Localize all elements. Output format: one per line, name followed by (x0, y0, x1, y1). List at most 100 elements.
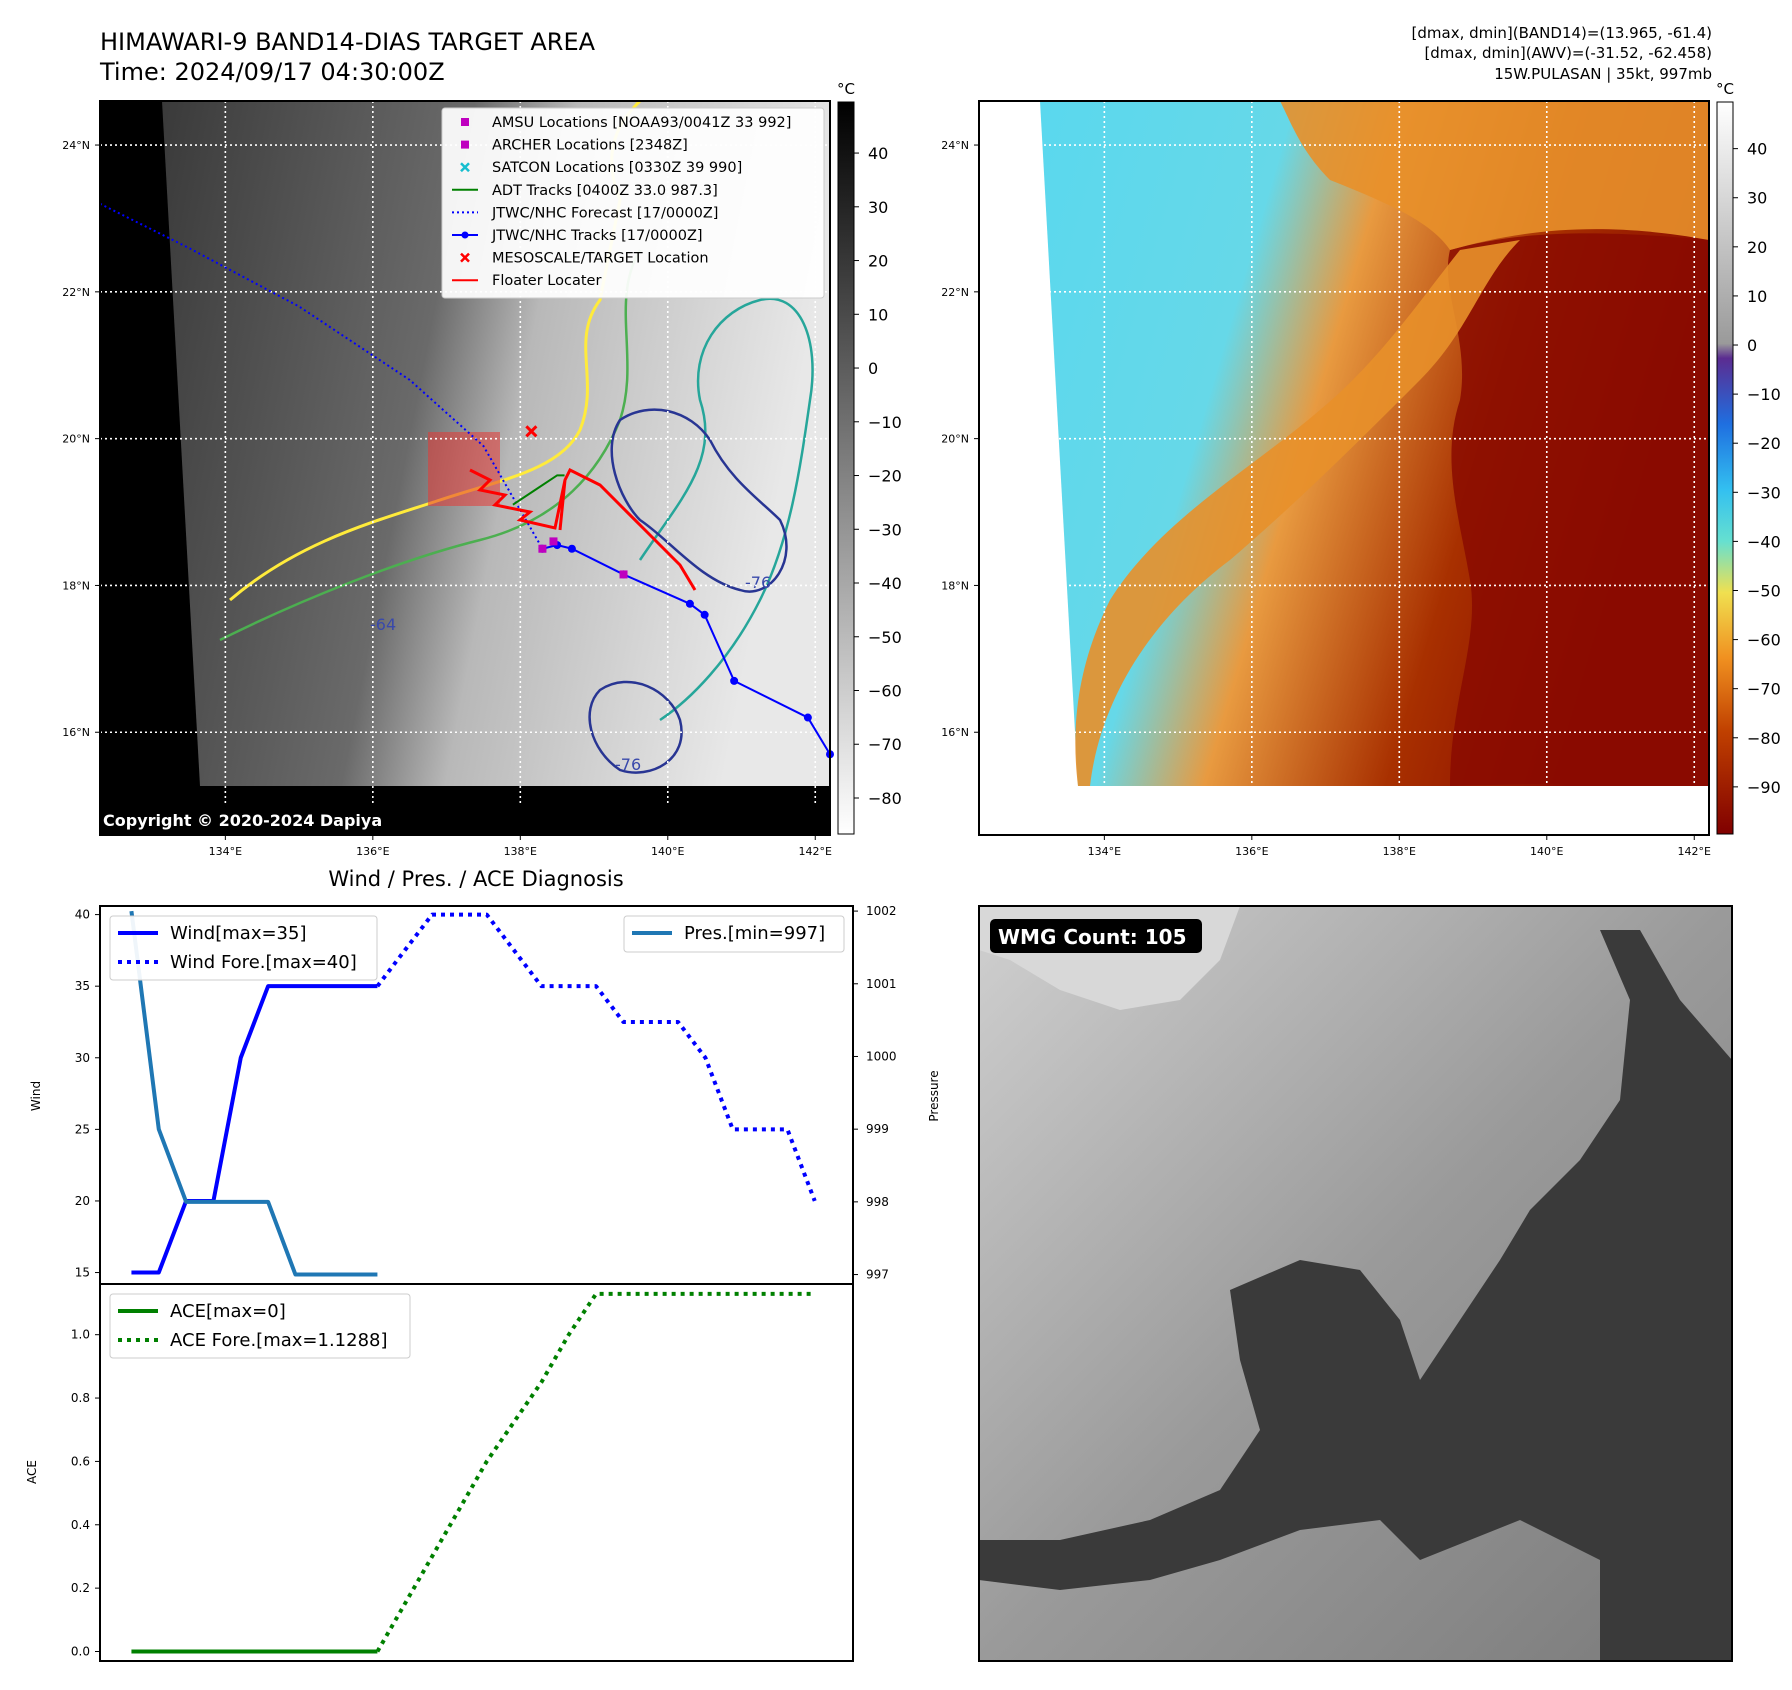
y-tick-label: 24°N (941, 139, 969, 152)
legend-marker (460, 162, 470, 173)
pressure-series-line (129, 910, 378, 1277)
legend-label: JTWC/NHC Forecast [17/0000Z] (491, 205, 718, 221)
y-tick-label: 16°N (62, 726, 90, 739)
y-tick-label: 20°N (62, 433, 90, 446)
colorbar-tick-label: −60 (1747, 631, 1781, 650)
colorbar-tick-label: 30 (868, 198, 888, 217)
colorbar-tick-label: −70 (1747, 680, 1781, 699)
colorbar-tick-label: −50 (868, 628, 902, 647)
map-gridlines-enhanced (979, 101, 1709, 835)
wind-legend: Wind[max=35] Wind Fore.[max=40] (109, 915, 378, 981)
colorbar-tick-label: −40 (868, 574, 902, 593)
legend-label: Floater Locater (492, 273, 601, 289)
wmg-panel: WMG Count: 105 (978, 905, 1733, 1662)
colorbar-tick-label: −80 (868, 789, 902, 808)
wind-pressure-plot: 15 20 25 30 35 40 997 998 999 1000 1001 1002 (75, 904, 897, 1281)
legend-label: ADT Tracks [0400Z 33.0 987.3] (492, 183, 718, 199)
copyright-text: Copyright © 2020-2024 Dapiya (103, 811, 382, 830)
y-tick-label: 22°N (941, 286, 969, 299)
stats-awv: [dmax, dmin](AWV)=(-31.52, -62.458) (1424, 44, 1712, 62)
pressure-tick-label: 1000 (866, 1049, 897, 1063)
colorbar-tick-label: −90 (1747, 778, 1781, 797)
colorbar-tick-label: −30 (868, 520, 902, 539)
pressure-tick-label: 999 (866, 1122, 889, 1136)
x-tick-label: 136°E (1235, 845, 1268, 858)
colorbar-enhanced: °C 40 30 20 10 0 −10 −20 −30 −40 −50 −60 −70 −80 −90 (1716, 80, 1781, 835)
cold-region-enhanced (1447, 233, 1709, 786)
colorbar-tick-label: 20 (868, 252, 888, 271)
colorbar-tick-label: 0 (868, 359, 878, 378)
contour-label: -76 (745, 573, 771, 592)
ace-tick-label: 1.0 (71, 1328, 90, 1342)
colorbar-tick-label: −20 (868, 467, 902, 486)
y-tick-label: 18°N (941, 579, 969, 592)
colorbar-unit: °C (1716, 80, 1734, 98)
orange-band-enhanced (1075, 240, 1520, 786)
figure-time: Time: 2024/09/17 04:30:00Z (99, 58, 445, 86)
legend-label: AMSU Locations [NOAA93/0041Z 33 992] (492, 115, 791, 131)
amsu-location (619, 570, 628, 579)
map-frame (99, 100, 831, 836)
wind-tick-label: 20 (75, 1194, 90, 1208)
copyright-bar (100, 804, 830, 835)
legend-label: SATCON Locations [0330Z 39 990] (492, 160, 742, 176)
colorbar-tick-label: −30 (1747, 483, 1781, 502)
contour-label: -76 (615, 755, 641, 774)
colorbar-ticks: 40 30 20 10 0 −10 −20 −30 −40 −50 −60 −70 −80 −90 (1733, 140, 1781, 797)
legend-label: MESOSCALE/TARGET Location (492, 251, 709, 267)
wind-forecast-series-line (375, 912, 817, 1202)
legend-label-ace: ACE[max=0] (170, 1301, 286, 1322)
colorbar-tick-label: −10 (1747, 385, 1781, 404)
jtwc-forecast-track (99, 202, 544, 550)
x-tick-label: 142°E (1678, 845, 1711, 858)
contour-label: -64 (370, 615, 396, 634)
wmg-count-text: WMG Count: 105 (998, 925, 1187, 949)
diagnosis-title: Wind / Pres. / ACE Diagnosis (328, 867, 623, 891)
map-axis-ticks-enhanced: 134°E 136°E 138°E 140°E 142°E 24°N 22°N 20°N 18°… (941, 139, 1711, 858)
wmg-badge (990, 919, 1202, 953)
cloud-contour-navy-2 (588, 680, 683, 774)
orange-top-enhanced (1280, 101, 1709, 250)
x-tick-label: 134°E (209, 845, 242, 858)
colorbar-tick-label: −40 (1747, 532, 1781, 551)
wind-axis-label: Wind (29, 1081, 43, 1111)
colorbar-tick-label: −50 (1747, 581, 1781, 600)
jtwc-track-point (730, 676, 739, 685)
floater-locater (469, 467, 697, 591)
track-overlays (99, 202, 834, 759)
jtwc-track-point (685, 599, 694, 608)
cloud-contour-navy (610, 408, 788, 593)
ace-tick-label: 0.8 (71, 1391, 90, 1405)
colorbar-tick-label: 20 (1747, 238, 1767, 257)
y-tick-label: 22°N (62, 286, 90, 299)
y-tick-label: 24°N (62, 139, 90, 152)
ace-axis-label: ACE (25, 1460, 39, 1484)
wind-pressure-panel: Wind / Pres. / ACE Diagnosis Wind Pressu… (29, 867, 941, 1285)
pressure-axis-label: Pressure (927, 1070, 941, 1121)
jtwc-track-point (700, 610, 709, 619)
colorbar-ticks: 40 30 20 10 0 −10 −20 −30 −40 −50 −60 −70 −80 (854, 144, 902, 808)
map-frame-enhanced (978, 100, 1710, 836)
legend-label-pressure: Pres.[min=997] (684, 923, 825, 944)
colorbar-tick-label: −60 (868, 682, 902, 701)
ir-greyscale-panel: -76 -76 -64 Copyright © 2020-2024 Dapiya… (62, 99, 834, 858)
x-tick-label: 142°E (799, 845, 832, 858)
colorbar-tick-label: 0 (1747, 336, 1757, 355)
x-tick-label: 134°E (1088, 845, 1121, 858)
colorbar-tick-label: −10 (868, 413, 902, 432)
x-tick-label: 140°E (651, 845, 684, 858)
wind-tick-label: 25 (75, 1122, 90, 1136)
cloud-contour-teal (638, 297, 814, 722)
pressure-tick-label: 1002 (866, 904, 897, 918)
x-tick-label: 140°E (1530, 845, 1563, 858)
y-tick-label: 20°N (941, 433, 969, 446)
wind-tick-label: 35 (75, 979, 90, 993)
wind-tick-label: 40 (75, 908, 90, 922)
legend-marker (461, 231, 469, 239)
y-tick-label: 16°N (941, 726, 969, 739)
colorbar-unit: °C (837, 80, 855, 98)
ir-enhanced-panel: 134°E 136°E 138°E 140°E 142°E 24°N 22°N 20°N 18°… (941, 100, 1711, 858)
stats-band14: [dmax, dmin](BAND14)=(13.965, -61.4) (1412, 24, 1712, 42)
colorbar-greyscale: °C 40 30 20 10 0 −10 −20 −30 −40 −50 −60 −70 −80 (837, 80, 902, 835)
